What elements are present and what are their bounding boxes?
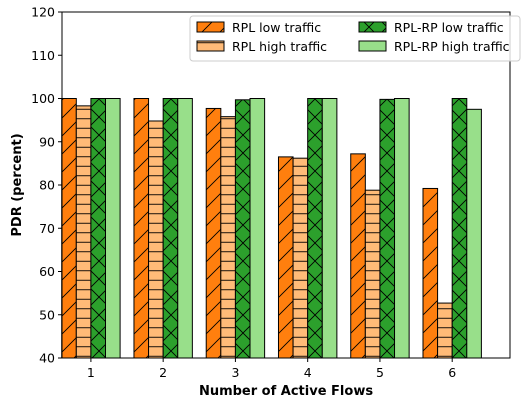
y-tick-label: 50 bbox=[39, 307, 55, 322]
legend-label-rpl-rp-high-traffic: RPL-RP high traffic bbox=[394, 39, 510, 54]
plot-frame bbox=[61, 11, 511, 359]
legend-swatch-rpl-rp-low-traffic-hatch bbox=[359, 22, 386, 32]
bar-rpl-high-traffic-4-hatch bbox=[293, 158, 308, 358]
bar-rpl-rp-high-traffic-5 bbox=[394, 98, 410, 358]
legend-label-rpl-high-traffic: RPL high traffic bbox=[232, 39, 327, 54]
bar-rpl-rp-high-traffic-3 bbox=[250, 98, 265, 358]
y-tick-label: 80 bbox=[39, 178, 55, 193]
bar-rpl-high-traffic-2-hatch bbox=[148, 120, 164, 359]
y-tick-label: 90 bbox=[39, 134, 55, 149]
bar-rpl-high-traffic-1-hatch bbox=[76, 105, 91, 358]
legend-label-rpl-rp-low-traffic: RPL-RP low traffic bbox=[394, 20, 504, 35]
bar-rpl-low-traffic-4-hatch bbox=[278, 156, 294, 358]
y-axis-title: PDR (percent) bbox=[10, 133, 25, 236]
legend-swatch-rpl-high-traffic-hatch bbox=[197, 41, 224, 51]
bar-rpl-high-traffic-3-hatch bbox=[220, 116, 236, 358]
legend-swatch-rpl-low-traffic-hatch bbox=[197, 22, 224, 32]
x-tick-label: 1 bbox=[87, 365, 95, 380]
bar-rpl-low-traffic-6-hatch bbox=[422, 188, 438, 358]
y-tick-label: 100 bbox=[31, 91, 55, 106]
legend-label-rpl-low-traffic: RPL low traffic bbox=[232, 20, 321, 35]
legend-swatch-rpl-low-traffic-outline bbox=[196, 21, 225, 33]
y-tick-label: 60 bbox=[39, 264, 55, 279]
y-tick-label: 70 bbox=[39, 221, 55, 236]
y-tick-label: 120 bbox=[31, 5, 55, 20]
bars-group bbox=[61, 98, 482, 359]
y-tick-label: 110 bbox=[31, 48, 55, 63]
bar-rpl-rp-high-traffic-1 bbox=[105, 98, 121, 358]
legend: RPL low traffic RPL high traffic RPL-RP lo… bbox=[189, 15, 521, 62]
legend-swatch-rpl-rp-high-traffic-outline bbox=[358, 40, 387, 52]
x-tick-label: 5 bbox=[376, 365, 384, 380]
bar-rpl-rp-low-traffic-1-hatch bbox=[90, 98, 106, 358]
legend-swatch-rpl-rp-high-traffic bbox=[359, 41, 386, 51]
legend-box bbox=[189, 15, 521, 62]
legend-swatch-rpl-high-traffic-outline bbox=[196, 40, 225, 52]
x-tick-label: 3 bbox=[231, 365, 239, 380]
y-axis-ticks: 40 50 60 70 80 90 100 110 120 bbox=[31, 5, 62, 366]
bar-rpl-high-traffic-6-hatch bbox=[437, 303, 453, 358]
bar-rpl-rp-high-traffic-2 bbox=[177, 98, 193, 358]
bar-rpl-rp-low-traffic-6-hatch bbox=[452, 98, 467, 358]
bar-rpl-low-traffic-2-hatch bbox=[133, 98, 149, 358]
x-tick-label: 2 bbox=[159, 365, 167, 380]
x-tick-label: 4 bbox=[304, 365, 312, 380]
bar-rpl-rp-high-traffic-4 bbox=[322, 98, 337, 358]
bar-rpl-low-traffic-3-hatch bbox=[206, 108, 221, 358]
bar-rpl-rp-low-traffic-4-hatch bbox=[307, 98, 323, 358]
bar-rpl-low-traffic-5-hatch bbox=[350, 153, 366, 358]
bar-rpl-low-traffic-1-hatch bbox=[61, 98, 77, 358]
x-tick-label: 6 bbox=[448, 365, 456, 380]
bar-rpl-rp-high-traffic-6 bbox=[466, 109, 482, 358]
bar-rpl-rp-low-traffic-2-hatch bbox=[163, 98, 178, 358]
bar-rpl-rp-low-traffic-5-hatch bbox=[379, 99, 395, 359]
legend-swatch-rpl-rp-low-traffic-outline bbox=[358, 21, 387, 33]
x-axis-ticks: 1 2 3 4 5 6 bbox=[87, 358, 456, 380]
bar-rpl-rp-low-traffic-3-hatch bbox=[235, 99, 251, 359]
y-tick-label: 40 bbox=[39, 351, 55, 366]
x-axis-title: Number of Active Flows bbox=[199, 384, 373, 399]
bar-rpl-high-traffic-5-hatch bbox=[365, 190, 380, 358]
